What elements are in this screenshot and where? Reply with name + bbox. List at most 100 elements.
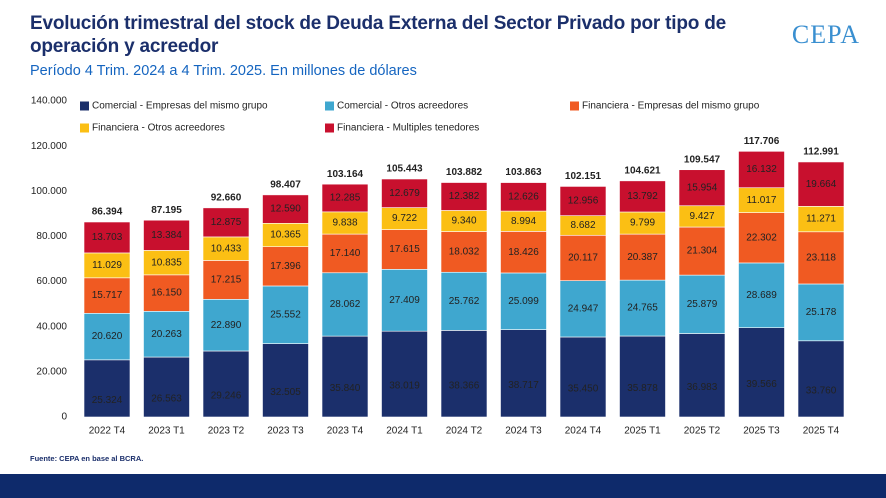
bar-segment: [738, 151, 785, 189]
value-label: 12.626: [508, 191, 539, 202]
value-label: 28.689: [746, 290, 777, 301]
total-label: 104.621: [624, 165, 661, 176]
bar-segment: [559, 280, 607, 338]
bar-segment: [678, 333, 726, 418]
bar-segment: [440, 330, 488, 418]
value-label: 25.879: [687, 299, 718, 310]
value-label: 20.263: [151, 329, 182, 340]
value-label: 16.132: [746, 164, 777, 175]
bar-segment: [797, 283, 845, 342]
y-tick-label: 40.000: [36, 321, 67, 332]
legend-label: Financiera - Multiples tenedores: [337, 123, 479, 134]
bar-segment: [619, 180, 666, 213]
total-label: 86.394: [92, 207, 123, 218]
value-label: 32.505: [270, 387, 301, 398]
value-label: 24.947: [568, 303, 599, 314]
bar-segment: [559, 336, 607, 418]
x-tick-label: 2024 T1: [386, 426, 423, 437]
value-label: 22.302: [746, 232, 777, 243]
bar-segment: [143, 356, 190, 418]
total-label: 103.164: [327, 169, 364, 180]
y-tick-label: 140.000: [31, 96, 68, 107]
total-label: 102.151: [565, 171, 602, 182]
value-label: 15.717: [92, 290, 123, 301]
value-label: 11.017: [747, 195, 777, 206]
value-label: 16.150: [151, 288, 182, 299]
value-label: 18.032: [449, 247, 480, 258]
bar-segment: [143, 250, 190, 276]
value-label: 11.029: [92, 260, 122, 271]
bar-segment: [678, 226, 726, 276]
value-label: 9.799: [630, 218, 655, 229]
y-tick-label: 100.000: [31, 186, 68, 197]
bar-segment: [262, 343, 309, 418]
bar-segment: [500, 182, 547, 212]
value-label: 15.954: [687, 182, 718, 193]
legend-swatch: [80, 123, 89, 133]
y-tick-label: 0: [61, 412, 67, 423]
x-tick-label: 2024 T4: [565, 426, 602, 437]
bar-segment: [440, 182, 488, 211]
value-label: 9.722: [392, 213, 417, 224]
legend-label: Financiera - Empresas del mismo grupo: [582, 101, 760, 112]
value-label: 12.285: [330, 193, 361, 204]
value-label: 26.563: [151, 394, 182, 405]
legend-swatch: [325, 123, 334, 133]
x-tick-label: 2024 T2: [446, 426, 483, 437]
total-label: 92.660: [211, 192, 242, 203]
legend-swatch: [80, 101, 89, 111]
bar-segment: [202, 350, 250, 418]
value-label: 8.682: [570, 220, 595, 231]
value-label: 36.983: [687, 382, 718, 393]
value-label: 8.994: [511, 216, 536, 227]
bar-segment: [797, 231, 845, 285]
bar-segment: [381, 229, 428, 270]
total-label: 105.443: [386, 164, 423, 175]
x-tick-label: 2025 T1: [624, 426, 661, 437]
bar-segment: [262, 194, 309, 224]
bar-segment: [83, 277, 131, 314]
source-note: Fuente: CEPA en base al BCRA.: [30, 454, 144, 463]
value-label: 27.409: [389, 295, 420, 306]
value-label: 33.760: [806, 386, 837, 397]
value-label: 25.552: [270, 309, 301, 320]
bar-segment: [321, 233, 369, 274]
value-label: 25.762: [449, 296, 480, 307]
value-label: 23.118: [806, 253, 836, 264]
bar-segment: [440, 271, 488, 331]
bar-segment: [262, 246, 309, 287]
value-label: 9.838: [332, 218, 357, 229]
bar-segment: [500, 231, 547, 274]
value-label: 12.679: [389, 188, 420, 199]
bar-segment: [143, 219, 190, 251]
value-label: 22.890: [211, 320, 242, 331]
value-label: 25.178: [806, 307, 837, 318]
footer-band: [0, 474, 886, 498]
bar-segment: [500, 329, 547, 418]
bar-segment: [143, 311, 190, 358]
value-label: 29.246: [211, 391, 242, 402]
value-label: 17.396: [270, 261, 301, 272]
value-label: 12.590: [270, 204, 301, 215]
bar-segment: [619, 279, 666, 337]
value-label: 13.703: [92, 232, 123, 243]
bar-segment: [381, 178, 428, 208]
value-label: 10.433: [211, 243, 242, 254]
value-label: 20.620: [92, 331, 123, 342]
total-label: 103.863: [505, 167, 542, 178]
bar-segment: [678, 169, 726, 207]
x-tick-label: 2025 T2: [684, 426, 721, 437]
value-label: 17.615: [389, 244, 420, 255]
bar-segment: [797, 161, 845, 207]
bar-segment: [83, 221, 131, 254]
value-label: 39.566: [746, 379, 777, 390]
value-label: 38.019: [389, 381, 420, 392]
chart-subtitle: Período 4 Trim. 2024 a 4 Trim. 2025. En …: [30, 63, 417, 79]
bar-segment: [619, 335, 666, 418]
value-label: 19.664: [806, 179, 837, 190]
y-tick-label: 20.000: [36, 366, 67, 377]
bar-segment: [738, 327, 785, 418]
value-label: 12.875: [211, 217, 242, 228]
value-label: 38.717: [508, 380, 539, 391]
chart-title: Evolución trimestral del stock de Deuda …: [30, 13, 727, 57]
